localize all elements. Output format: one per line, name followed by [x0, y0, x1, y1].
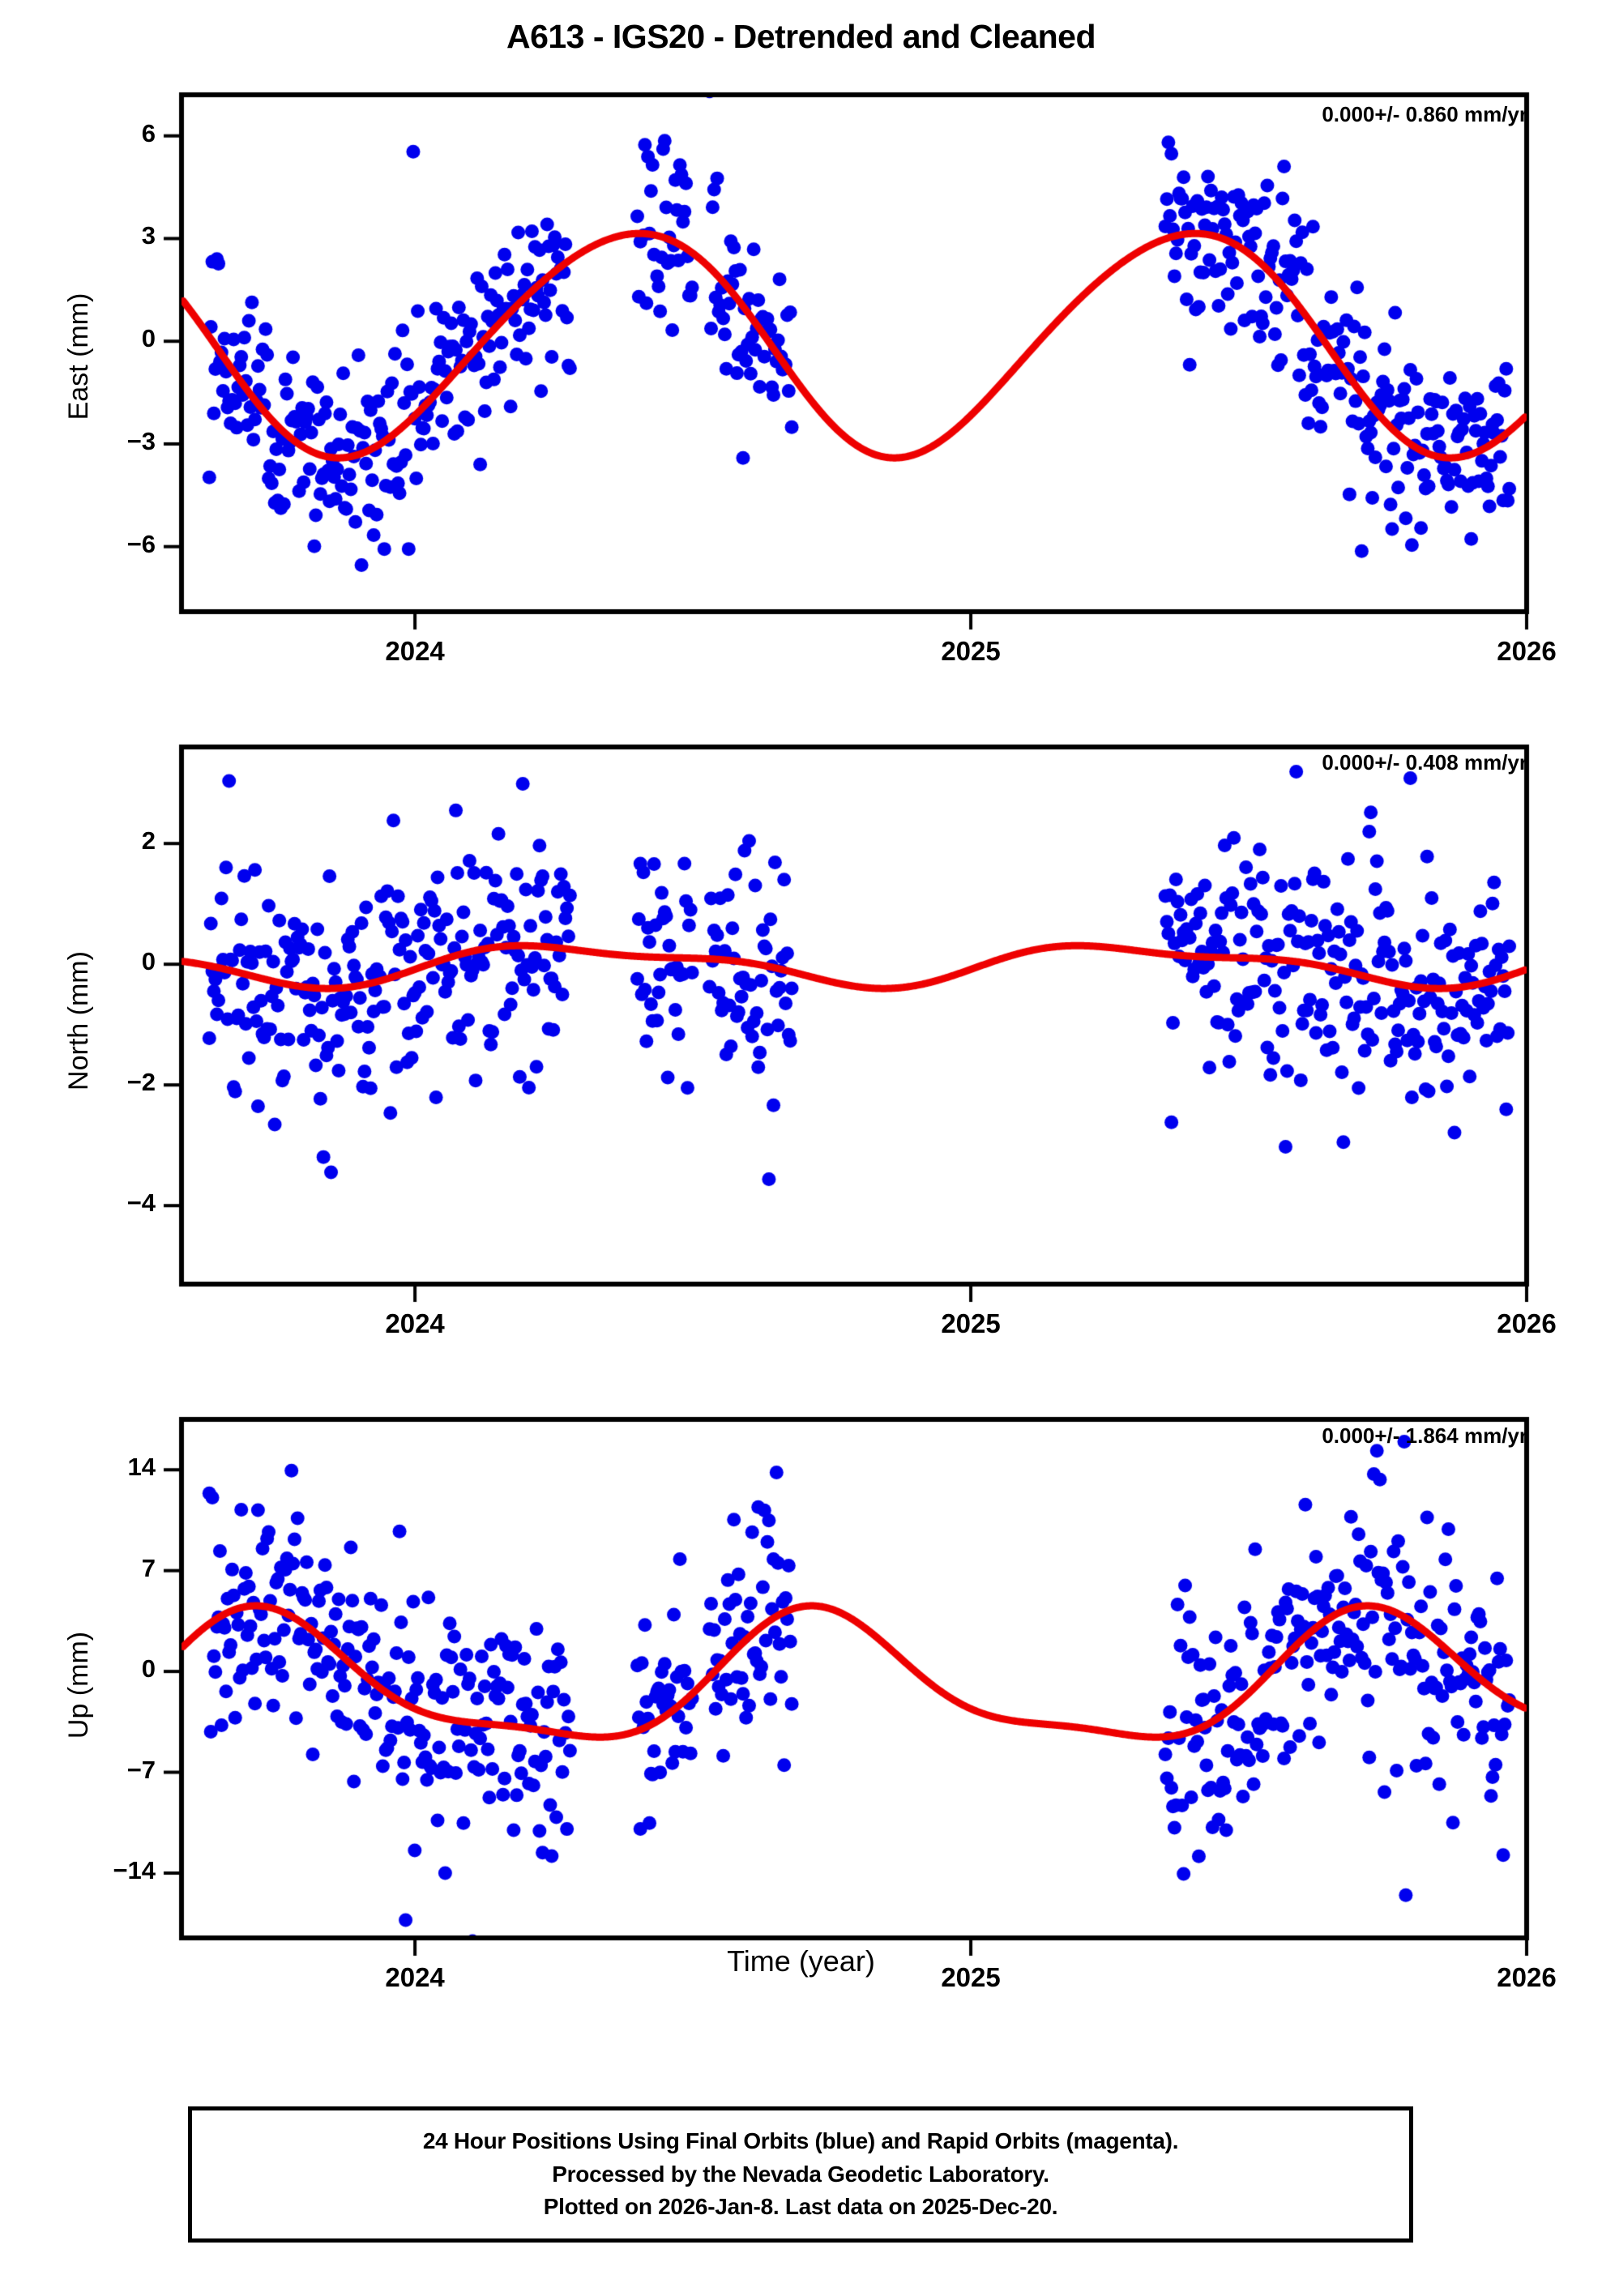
x-tick-label: 2024 — [385, 1962, 445, 1992]
x-tick-label: 2025 — [941, 636, 1001, 666]
x-tick-label: 2025 — [941, 1308, 1001, 1338]
y-tick-label: 6 — [141, 118, 156, 147]
x-tick-label: 2025 — [941, 1962, 1001, 1992]
y-tick-label: −3 — [126, 426, 156, 455]
y-tick-label: −6 — [126, 529, 156, 558]
y-tick-label: 0 — [141, 947, 156, 976]
y-tick-label: 2 — [141, 826, 156, 856]
caption-line-1: 24 Hour Positions Using Final Orbits (bl… — [422, 2128, 1179, 2154]
rate-annotation-east: 0.000+/- 0.860 mm/yr — [1322, 102, 1527, 126]
y-tick-label: 3 — [141, 221, 156, 250]
x-tick-label: 2024 — [385, 636, 445, 666]
x-tick-label: 2026 — [1497, 1962, 1557, 1992]
caption-line-3: Plotted on 2026-Jan-8. Last data on 2025… — [543, 2194, 1058, 2220]
y-tick-label: −4 — [126, 1189, 156, 1218]
y-tick-label: 7 — [141, 1553, 156, 1582]
y-axis-label-north: North (mm) — [63, 951, 94, 1090]
y-tick-label: −2 — [126, 1068, 156, 1097]
x-tick-label: 2026 — [1497, 636, 1557, 666]
y-tick-label: −7 — [126, 1755, 156, 1784]
y-tick-label: 14 — [127, 1453, 156, 1482]
rate-annotation-up: 0.000+/- 1.864 mm/yr — [1322, 1423, 1527, 1448]
caption-box: 24 Hour Positions Using Final Orbits (bl… — [188, 2106, 1413, 2243]
caption-line-2: Processed by the Nevada Geodetic Laborat… — [552, 2161, 1049, 2187]
y-tick-label: −14 — [113, 1856, 156, 1884]
y-tick-label: 0 — [141, 324, 156, 353]
rate-annotation-north: 0.000+/- 0.408 mm/yr — [1322, 750, 1527, 775]
x-tick-label: 2026 — [1497, 1308, 1557, 1338]
page-title: A613 - IGS20 - Detrended and Cleaned — [506, 18, 1096, 55]
y-tick-label: 0 — [141, 1654, 156, 1684]
x-tick-label: 2024 — [385, 1308, 445, 1338]
x-axis-label: Time (year) — [727, 1944, 875, 1978]
